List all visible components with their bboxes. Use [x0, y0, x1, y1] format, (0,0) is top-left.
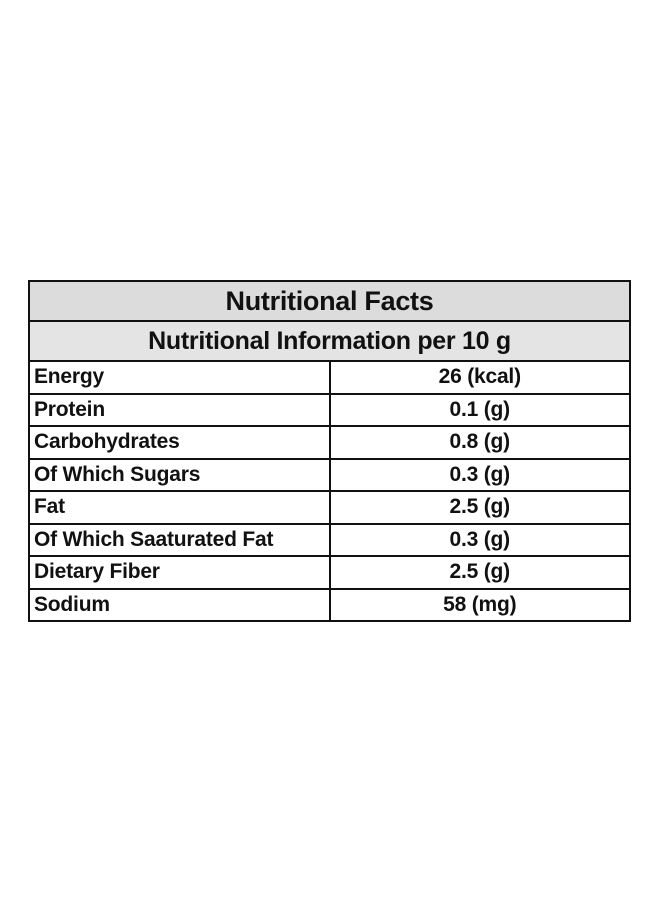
nutrient-value: 0.3 (g): [328, 522, 631, 557]
nutrient-value: 0.1 (g): [328, 392, 631, 427]
nutrient-value: 0.8 (g): [328, 425, 631, 460]
table-title-row: Nutritional Facts: [28, 280, 631, 322]
nutrient-name: Of Which Sugars: [28, 457, 331, 492]
nutrient-name: Protein: [28, 392, 331, 427]
table-row-sodium: Sodium 58 (mg): [28, 587, 631, 622]
table-subtitle-row: Nutritional Information per 10 g: [28, 320, 631, 362]
nutrient-value: 2.5 (g): [328, 490, 631, 525]
nutrient-name: Dietary Fiber: [28, 555, 331, 590]
table-row-fat: Fat 2.5 (g): [28, 490, 631, 525]
nutrition-facts-table: Nutritional Facts Nutritional Informatio…: [28, 280, 631, 622]
nutrient-name: Carbohydrates: [28, 425, 331, 460]
nutrient-value: 0.3 (g): [328, 457, 631, 492]
nutrient-value: 58 (mg): [328, 587, 631, 622]
nutrient-name: Sodium: [28, 587, 331, 622]
table-row-energy: Energy 26 (kcal): [28, 360, 631, 395]
table-row-protein: Protein 0.1 (g): [28, 392, 631, 427]
nutrient-name: Of Which Saaturated Fat: [28, 522, 331, 557]
nutrient-value: 26 (kcal): [328, 360, 631, 395]
nutrient-name: Fat: [28, 490, 331, 525]
nutrient-value: 2.5 (g): [328, 555, 631, 590]
table-subtitle: Nutritional Information per 10 g: [28, 320, 631, 362]
nutrient-name: Energy: [28, 360, 331, 395]
table-row-saturated-fat: Of Which Saaturated Fat 0.3 (g): [28, 522, 631, 557]
table-title: Nutritional Facts: [28, 280, 631, 322]
table-row-sugars: Of Which Sugars 0.3 (g): [28, 457, 631, 492]
table-row-dietary-fiber: Dietary Fiber 2.5 (g): [28, 555, 631, 590]
table-row-carbohydrates: Carbohydrates 0.8 (g): [28, 425, 631, 460]
